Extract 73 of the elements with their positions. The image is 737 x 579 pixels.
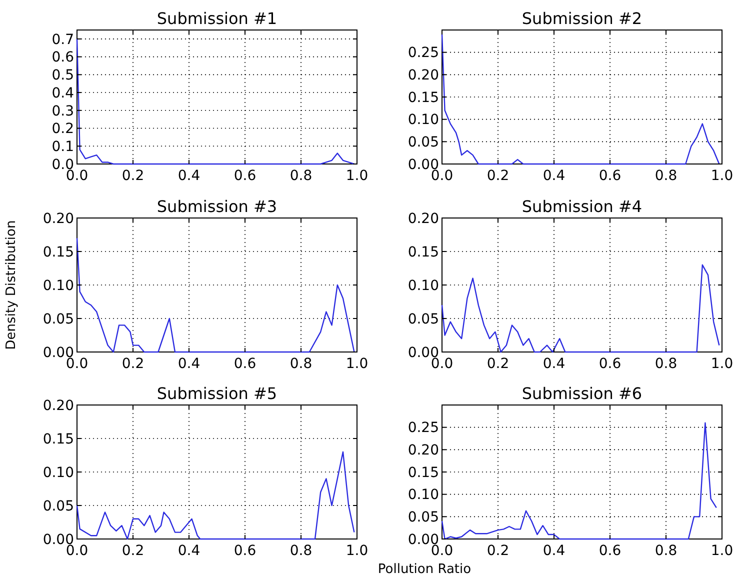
x-tick-label: 0.2 xyxy=(486,543,510,559)
y-tick-label: 0.5 xyxy=(52,68,74,84)
x-tick-label: 0.4 xyxy=(178,543,200,559)
y-tick-label: 0.05 xyxy=(408,311,439,328)
x-tick-label: 1.0 xyxy=(710,168,734,184)
y-tick-label: 0.20 xyxy=(42,398,74,414)
y-axis-title: Density Distribution xyxy=(4,220,19,350)
x-tick-label: 0.2 xyxy=(486,168,510,184)
x-tick-label: 0.8 xyxy=(290,356,312,372)
y-tick-label: 0.10 xyxy=(408,487,439,504)
x-tick-label: 0.6 xyxy=(234,356,256,372)
y-tick-label: 0.05 xyxy=(408,134,439,151)
x-tick-label: 0.4 xyxy=(178,356,200,372)
y-tick-label: 0.10 xyxy=(408,278,439,294)
y-tick-label: 0.3 xyxy=(52,103,74,120)
x-tick-label: 0.6 xyxy=(598,543,622,559)
y-tick-label: 0.25 xyxy=(408,45,439,62)
y-tick-label: 0.10 xyxy=(42,464,74,481)
y-tick-label: 0.20 xyxy=(408,68,439,84)
line-series xyxy=(76,451,355,540)
y-tick-label: 0.20 xyxy=(408,442,439,459)
x-tick-label: 0.6 xyxy=(598,168,622,184)
x-tick-label: 0.4 xyxy=(178,168,200,184)
x-tick-label: 0.8 xyxy=(654,543,678,559)
line-series xyxy=(441,422,717,540)
chart-title: Submission #2 xyxy=(522,9,642,28)
line-series xyxy=(76,38,355,165)
x-tick-label: 0.8 xyxy=(654,168,678,184)
x-tick-label: 0.8 xyxy=(290,168,312,184)
chart-title: Submission #1 xyxy=(156,9,278,28)
x-axis-title: Pollution Ratio xyxy=(378,562,472,577)
y-tick-label: 0.1 xyxy=(52,139,74,156)
y-tick-label: 0.6 xyxy=(52,50,74,66)
chart-title: Submission #6 xyxy=(522,384,642,403)
x-tick-label: 0.6 xyxy=(234,168,256,184)
x-tick-label: 0.8 xyxy=(654,356,678,372)
y-tick-label: 0.7 xyxy=(52,32,74,48)
y-tick-label: 0.15 xyxy=(408,464,439,481)
x-tick-label: 0.2 xyxy=(122,543,144,559)
chart-title: Submission #3 xyxy=(156,197,278,216)
x-tick-label: 1.0 xyxy=(710,543,734,559)
y-tick-label: 0.05 xyxy=(42,498,74,514)
y-tick-label: 0.15 xyxy=(408,244,439,260)
line-series xyxy=(76,238,355,353)
x-tick-label: 1.0 xyxy=(346,168,368,184)
y-tick-label: 0.15 xyxy=(42,431,74,448)
y-tick-label: 0.05 xyxy=(42,311,74,328)
x-tick-label: 0.2 xyxy=(122,168,144,184)
x-tick-label: 0.8 xyxy=(290,543,312,559)
y-tick-label: 0.05 xyxy=(408,510,439,526)
x-tick-label: 0.6 xyxy=(598,356,622,372)
x-tick-label: 0.4 xyxy=(542,543,566,559)
x-tick-label: 0.2 xyxy=(486,356,510,372)
x-tick-label: 0.2 xyxy=(122,356,144,372)
x-tick-label: 1.0 xyxy=(346,356,368,372)
x-tick-label: 0.4 xyxy=(542,168,566,184)
line-series xyxy=(441,34,720,165)
chart-title: Submission #5 xyxy=(156,384,278,403)
y-tick-label: 0.25 xyxy=(408,420,439,436)
line-series xyxy=(441,264,720,353)
x-tick-label: 1.0 xyxy=(710,356,734,372)
x-tick-label: 0.6 xyxy=(234,543,256,559)
y-tick-label: 0.10 xyxy=(408,112,439,128)
x-tick-label: 1.0 xyxy=(346,543,368,559)
y-tick-label: 0.4 xyxy=(52,85,74,102)
y-tick-label: 0.15 xyxy=(408,90,439,106)
y-tick-label: 0.10 xyxy=(42,278,74,294)
x-tick-label: 0.4 xyxy=(542,356,566,372)
y-tick-label: 0.15 xyxy=(42,244,74,260)
y-tick-label: 0.2 xyxy=(52,121,74,138)
chart-title: Submission #4 xyxy=(522,197,642,216)
y-tick-label: 0.20 xyxy=(42,210,74,227)
y-tick-label: 0.20 xyxy=(408,210,439,227)
